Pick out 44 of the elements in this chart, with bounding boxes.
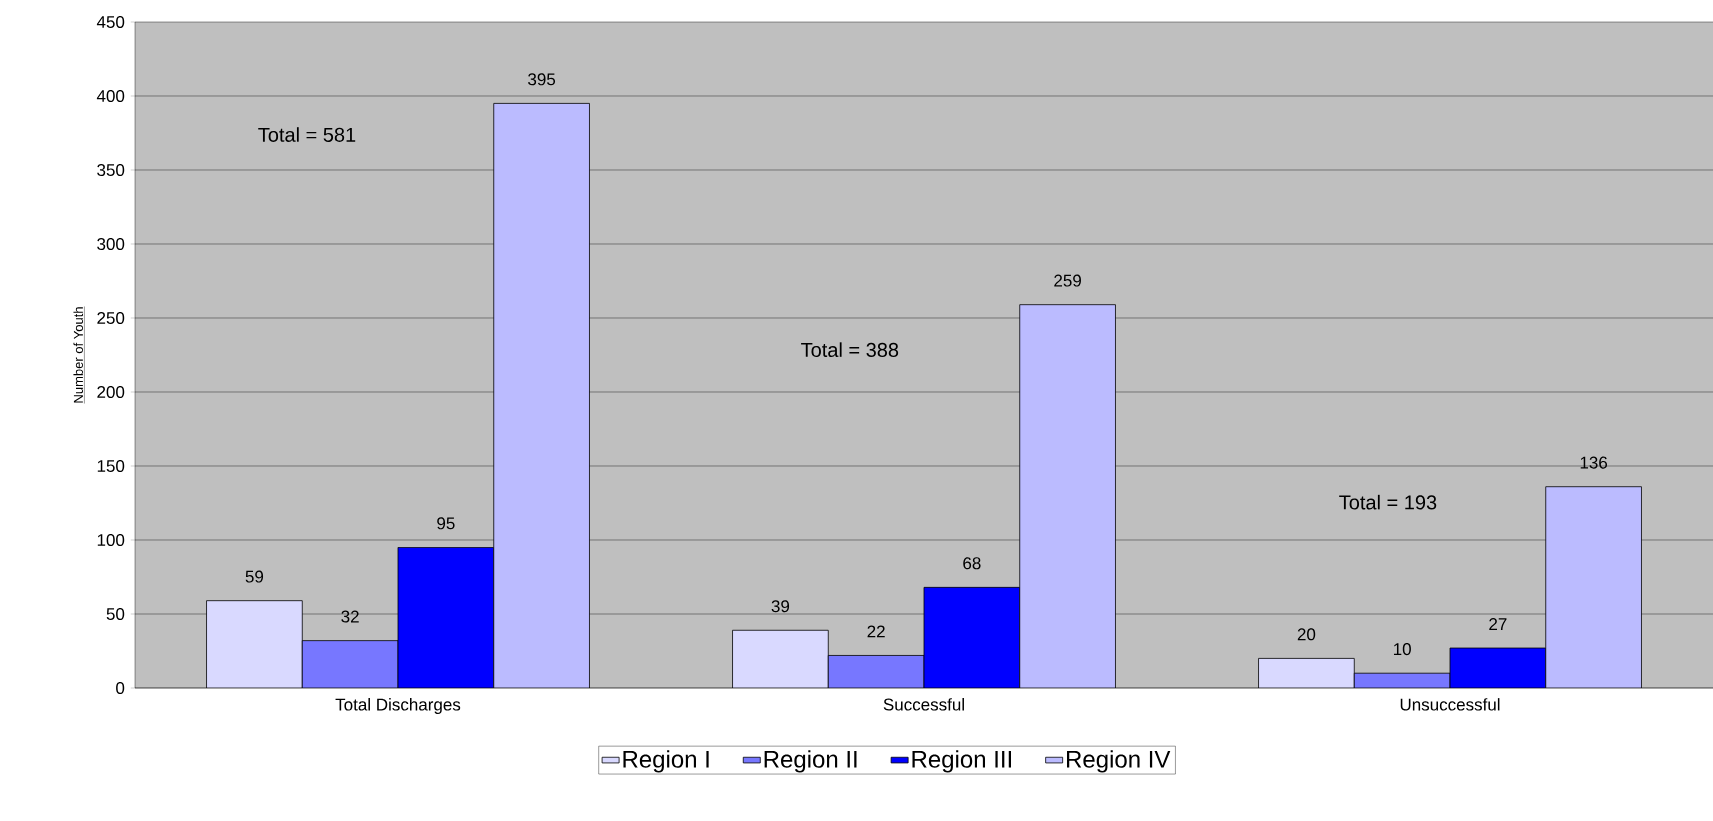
data-label: 10 <box>1393 643 1411 656</box>
legend-label: Region II <box>764 750 857 773</box>
x-tick-label: Total Discharges <box>335 698 461 714</box>
bar <box>397 547 495 688</box>
legend-label: Region I <box>623 750 709 773</box>
y-tick-label: 350 <box>97 163 125 177</box>
annotation: Total = 388 <box>801 342 899 358</box>
annotation: Total = 581 <box>258 127 356 142</box>
data-label: 20 <box>1297 628 1316 641</box>
y-tick-label: 200 <box>97 385 125 399</box>
y-tick-label: 150 <box>97 459 125 473</box>
data-label: 22 <box>867 625 885 638</box>
bar <box>827 655 925 688</box>
data-label: 259 <box>1054 274 1081 287</box>
legend-label: Region III <box>912 750 1011 773</box>
bar <box>206 600 303 688</box>
y-tick-label: 400 <box>96 89 125 103</box>
legend-label: Region IV <box>1067 750 1171 773</box>
y-tick-label: 100 <box>97 533 125 547</box>
data-label: 68 <box>963 557 981 570</box>
data-label: 27 <box>1489 618 1507 630</box>
bar <box>1449 647 1547 688</box>
data-label: 136 <box>1580 456 1608 469</box>
data-label: 395 <box>528 73 556 86</box>
annotation: Total = 193 <box>1339 494 1437 510</box>
bar <box>1019 304 1116 688</box>
data-label: 59 <box>245 570 264 583</box>
y-tick-label: 300 <box>97 237 125 251</box>
x-tick-label: Unsuccessful <box>1400 698 1500 711</box>
bar <box>1545 486 1642 688</box>
y-tick-label: 50 <box>106 607 125 621</box>
data-label: 95 <box>437 517 455 530</box>
data-label: 39 <box>771 600 790 613</box>
y-tick-label: 450 <box>96 15 125 29</box>
y-tick-label: 0 <box>116 681 125 695</box>
y-axis-title: Number of Youth <box>73 307 83 403</box>
bar <box>1258 658 1355 688</box>
x-tick-label: Successful <box>883 698 964 711</box>
bar <box>301 640 399 688</box>
bar <box>923 586 1021 688</box>
y-tick-label: 250 <box>97 311 125 325</box>
bar <box>732 629 829 688</box>
bar <box>493 102 590 688</box>
data-label: 32 <box>341 610 359 623</box>
